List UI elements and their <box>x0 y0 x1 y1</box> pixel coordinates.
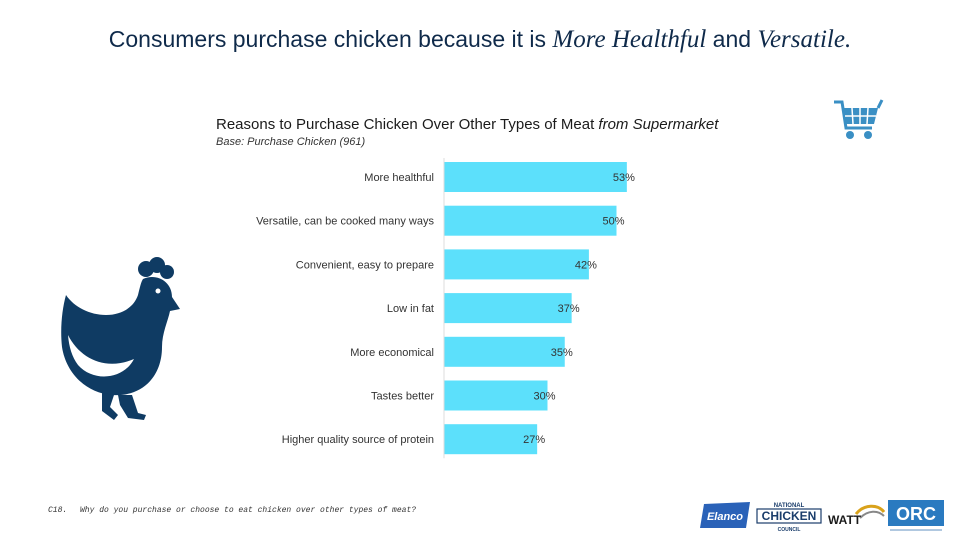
ncc-bottom-text: COUNCIL <box>778 527 801 533</box>
chart-title-italic: from Supermarket <box>598 116 719 133</box>
value-label-5: 30% <box>534 391 556 403</box>
footer-question-text: Why do you purchase or choose to eat chi… <box>80 506 417 515</box>
chart-title: Reasons to Purchase Chicken Over Other T… <box>216 116 718 133</box>
category-label-2: Convenient, easy to prepare <box>296 259 434 271</box>
category-label-1: Versatile, can be cooked many ways <box>256 216 434 228</box>
watt-logo-text: WATT <box>828 513 862 527</box>
orc-logo-text: ORC <box>896 504 936 524</box>
category-label-0: More healthful <box>364 172 434 184</box>
elanco-logo: Elanco <box>700 502 750 528</box>
headline: Consumers purchase chicken because it is… <box>0 26 960 54</box>
value-label-2: 42% <box>575 259 597 271</box>
chart-title-main: Reasons to Purchase Chicken Over Other T… <box>216 116 599 133</box>
bar-1 <box>444 205 617 236</box>
category-label-6: Higher quality source of protein <box>282 434 434 446</box>
bar-chart: More healthful 53% Versatile, can be cooke… <box>256 158 635 459</box>
shopping-cart-icon <box>834 99 884 139</box>
bar-0 <box>444 162 627 192</box>
orc-logo: ORC <box>888 500 944 531</box>
bar-5 <box>444 380 548 411</box>
footer-question-code: C18. <box>48 506 68 515</box>
headline-prefix: Consumers purchase chicken because it is <box>108 26 553 52</box>
headline-italic-versatile: Versatile. <box>757 26 852 53</box>
value-label-1: 50% <box>603 216 625 228</box>
value-label-3: 37% <box>558 303 580 315</box>
category-label-4: More economical <box>350 347 434 359</box>
headline-italic-healthful: More Healthful <box>552 26 707 53</box>
value-label-6: 27% <box>523 434 545 446</box>
base-note: Base: Purchase Chicken (961) <box>216 136 366 148</box>
bar-6 <box>444 424 538 455</box>
category-label-5: Tastes better <box>371 391 434 403</box>
bar-3 <box>444 293 572 324</box>
watt-logo: WATT <box>828 504 886 527</box>
bar-2 <box>444 249 589 280</box>
ncc-main-text: CHICKEN <box>762 509 817 523</box>
national-chicken-council-logo: NATIONAL CHICKEN COUNCIL <box>756 503 822 533</box>
headline-middle: and <box>706 26 758 52</box>
bar-4 <box>444 336 565 367</box>
ncc-top-text: NATIONAL <box>774 503 805 509</box>
category-label-3: Low in fat <box>387 303 434 315</box>
elanco-logo-text: Elanco <box>707 511 743 523</box>
chicken-icon <box>61 257 180 420</box>
value-label-4: 35% <box>551 347 573 359</box>
value-label-0: 53% <box>613 172 635 184</box>
